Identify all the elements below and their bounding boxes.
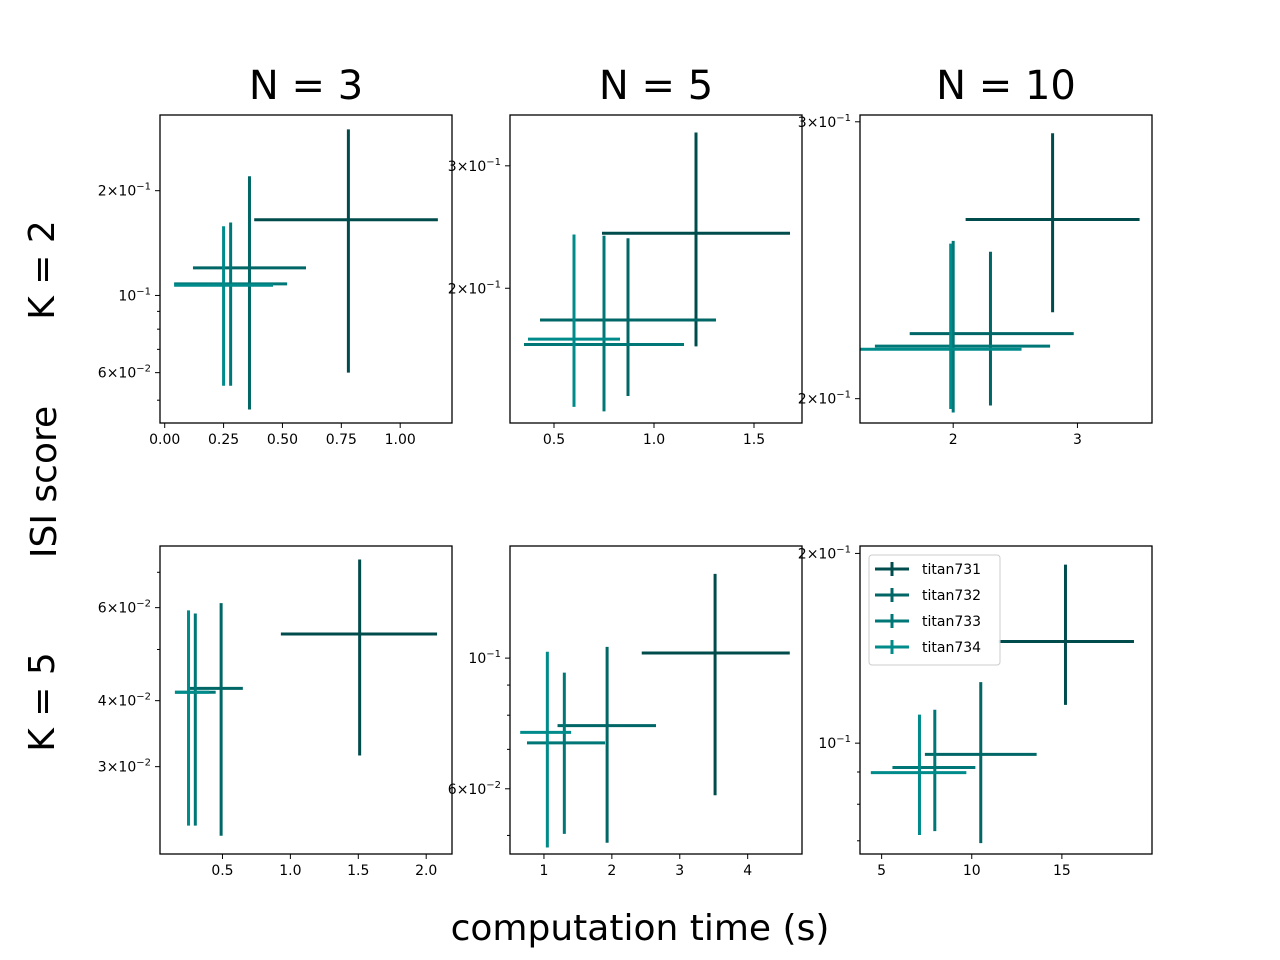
errorbar-titan734	[174, 226, 274, 386]
subplot-1-2: 5 10 15 10−1 2×10−1	[798, 544, 1153, 879]
errorbar-titan734	[174, 610, 209, 826]
y-tick-label: 10−1	[118, 286, 151, 304]
errorbar-titan733	[174, 222, 288, 386]
x-tick-label: 2	[607, 863, 616, 879]
col-title-n3: N = 3	[249, 63, 363, 109]
errorbar-titan733	[524, 235, 684, 412]
x-tick-label: 1.00	[385, 432, 416, 448]
subplot-0-0: 0.00 0.25 0.50 0.75 1.00 6×10−2 10−1 2×10−1	[98, 114, 453, 448]
errorbar-titan731	[602, 132, 790, 347]
row-label-k5: K = 5	[22, 652, 63, 752]
y-tick-label: 2×10−1	[98, 182, 151, 200]
series-group	[860, 133, 1140, 413]
x-tick-label: 1.5	[347, 863, 369, 879]
y-tick-label: 6×10−2	[448, 780, 501, 798]
y-tick-label: 6×10−2	[98, 599, 151, 617]
errorbar-titan731	[641, 573, 790, 796]
errorbar-titan732	[924, 682, 1037, 844]
errorbar-titan731	[280, 559, 438, 756]
x-tick-label: 3	[675, 863, 684, 879]
x-tick-label: 4	[743, 863, 752, 879]
errorbar-titan732	[557, 646, 656, 843]
errorbar-titan732	[188, 603, 243, 836]
y-axis-label: ISI score	[24, 406, 65, 558]
legend-entry-titan734: titan734	[875, 640, 981, 656]
series-group	[174, 129, 438, 410]
errorbar-titan731	[965, 133, 1140, 313]
series-group	[870, 564, 1134, 844]
subplot-1-0: 0.5 1.0 1.5 2.0 3×10−2 4×10−2 6×10−2	[98, 545, 453, 879]
subplot-grid: 0.00 0.25 0.50 0.75 1.00 6×10−2 10−1 2×10−1 0.5 1…	[98, 113, 1153, 879]
x-tick-label: 0.50	[267, 432, 298, 448]
y-tick-label: 10−1	[818, 734, 851, 752]
row-label-k2: K = 2	[22, 220, 63, 320]
axes-frame	[509, 545, 803, 855]
errorbar-titan734	[520, 651, 572, 848]
errorbar-titan732	[909, 251, 1074, 406]
series-group	[520, 573, 790, 848]
x-tick-label: 2.0	[415, 863, 437, 879]
y-tick-label: 2×10−1	[798, 544, 851, 562]
legend-entry-titan731: titan731	[875, 562, 981, 578]
x-tick-label: 1	[539, 863, 548, 879]
legend-frame	[868, 554, 1001, 666]
legend-label: titan733	[922, 614, 981, 630]
x-tick-label: 10	[963, 863, 981, 879]
y-tick-label: 2×10−1	[448, 279, 501, 297]
legend-entry-titan733: titan733	[875, 614, 981, 630]
legend: titan731 titan732 titan733 titan734	[868, 554, 1001, 666]
x-tick-label: 1.0	[279, 863, 301, 879]
x-tick-label: 0.00	[149, 432, 180, 448]
y-tick-label: 3×10−1	[448, 157, 501, 175]
errorbar-titan732	[540, 238, 716, 396]
errorbar-titan733	[174, 613, 216, 826]
legend-entry-titan732: titan732	[875, 588, 981, 604]
series-group	[524, 132, 790, 412]
x-tick-label: 1.0	[643, 432, 665, 448]
axes-frame	[159, 114, 453, 424]
legend-label: titan734	[922, 640, 981, 656]
x-tick-label: 0.5	[543, 432, 565, 448]
axes-frame	[509, 114, 803, 424]
errorbar-titan734	[528, 234, 620, 407]
y-tick-label: 3×10−1	[798, 113, 851, 131]
axes-frame	[859, 114, 1153, 424]
errorbar-titan731	[254, 129, 438, 373]
errorbar-titan733	[526, 672, 606, 834]
y-tick-label: 6×10−2	[98, 364, 151, 382]
x-tick-label: 0.5	[211, 863, 233, 879]
subplot-1-1: 1 2 3 4 6×10−2 10−1	[448, 545, 803, 879]
x-axis-label: computation time (s)	[451, 908, 830, 949]
y-tick-label: 10−1	[468, 649, 501, 667]
y-tick-label: 4×10−2	[98, 692, 151, 710]
y-tick-label: 3×10−2	[98, 758, 151, 776]
legend-label: titan731	[922, 562, 981, 578]
errorbar-titan733	[892, 709, 976, 832]
x-tick-label: 5	[877, 863, 886, 879]
errorbar-titan732	[192, 176, 306, 410]
errorbar-titan731	[998, 564, 1134, 705]
subplot-0-1: 0.5 1.0 1.5 2×10−1 3×10−1	[448, 114, 803, 448]
errorbar-titan734	[860, 243, 1022, 409]
axes-frame	[159, 545, 453, 855]
x-tick-label: 0.25	[208, 432, 239, 448]
col-title-n10: N = 10	[936, 63, 1076, 109]
y-tick-label: 2×10−1	[798, 390, 851, 408]
legend-label: titan732	[922, 588, 981, 604]
errorbar-titan733	[874, 240, 1051, 413]
x-tick-label: 15	[1053, 863, 1071, 879]
errorbar-titan734	[870, 714, 967, 835]
axes-frame	[859, 545, 1153, 855]
x-tick-label: 3	[1073, 432, 1082, 448]
x-tick-label: 1.5	[743, 432, 765, 448]
subplot-0-2: 2 3 2×10−1 3×10−1	[798, 113, 1153, 448]
x-tick-label: 2	[949, 432, 958, 448]
series-group	[174, 559, 438, 836]
col-title-n5: N = 5	[599, 63, 713, 109]
x-tick-label: 0.75	[326, 432, 357, 448]
